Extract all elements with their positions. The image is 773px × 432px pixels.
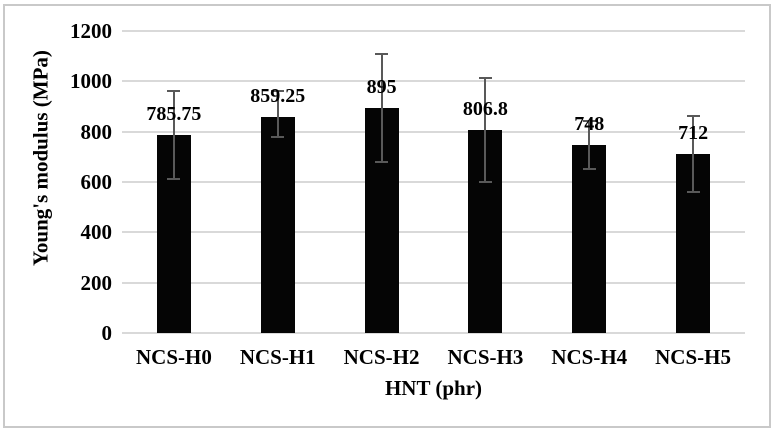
x-category-label: NCS-H3 [447, 345, 524, 369]
error-bar-cap-bottom [375, 160, 389, 163]
error-bar-cap-top [478, 76, 492, 79]
y-tick-label: 1000 [70, 69, 112, 94]
error-bar-cap-top [582, 119, 596, 122]
gridline [122, 281, 745, 284]
value-label: 806.8 [462, 97, 508, 120]
x-category-label: NCS-H0 [135, 345, 212, 369]
error-bar-cap-bottom [271, 136, 285, 139]
gridline [122, 30, 745, 32]
value-label: 748 [574, 112, 605, 135]
error-bar-cap-top [167, 89, 181, 92]
x-category-label: NCS-H2 [343, 345, 420, 369]
gridline [122, 231, 745, 234]
error-bar [380, 53, 383, 162]
x-category-label: NCS-H4 [551, 345, 628, 369]
error-bar-cap-top [271, 90, 285, 93]
y-tick-label: 200 [80, 270, 113, 295]
error-bar-cap-bottom [686, 191, 700, 194]
error-bar [588, 120, 591, 169]
y-tick-label: 400 [80, 220, 113, 245]
value-label: 712 [678, 121, 709, 144]
error-bar [172, 90, 175, 179]
y-tick-label: 800 [80, 119, 113, 144]
value-label: 785.75 [146, 103, 202, 126]
bar [260, 116, 295, 333]
x-category-label: NCS-H5 [655, 345, 731, 369]
error-bar-cap-bottom [167, 177, 181, 180]
gridline [122, 332, 745, 334]
x-axis-title: HNT (phr) [384, 376, 483, 400]
value-label: 859.25 [250, 84, 306, 107]
value-label: 895 [366, 75, 397, 98]
error-bar [484, 77, 487, 182]
y-tick-label: 0 [101, 321, 113, 345]
y-tick-label: 1200 [70, 19, 112, 43]
x-category-label: NCS-H1 [239, 345, 316, 369]
error-bar-cap-top [686, 115, 700, 118]
gridline [122, 130, 745, 133]
gridline [122, 181, 745, 183]
bar [572, 144, 607, 333]
error-bar-cap-bottom [582, 167, 596, 170]
gridline [122, 80, 745, 83]
error-bar-cap-bottom [478, 181, 492, 183]
error-bar-cap-top [375, 52, 389, 55]
error-bar [276, 91, 279, 138]
y-tick-label: 600 [80, 170, 113, 194]
error-bar [692, 116, 695, 193]
